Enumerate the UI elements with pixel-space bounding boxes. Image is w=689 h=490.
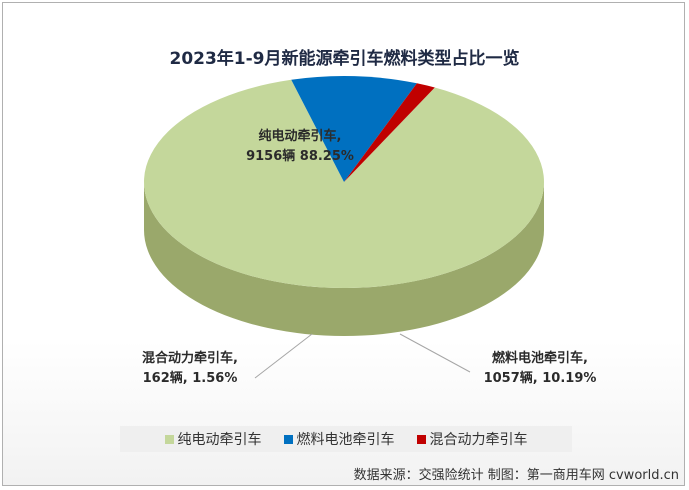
slice-label: 162辆, 1.56% <box>143 370 238 386</box>
legend: 纯电动牵引车 燃料电池牵引车 混合动力牵引车 <box>120 426 572 452</box>
chart-title: 2023年1-9月新能源牵引车燃料类型占比一览 <box>169 49 520 69</box>
legend-label: 纯电动牵引车 <box>177 432 262 448</box>
slice-label: 纯电动牵引车, <box>259 128 342 144</box>
legend-label: 燃料电池牵引车 <box>296 432 395 448</box>
pie-slice-side <box>144 182 544 336</box>
legend-item: 纯电动牵引车 <box>164 429 262 449</box>
legend-swatch <box>164 434 174 444</box>
slice-label: 混合动力牵引车, <box>142 350 238 366</box>
leader-line <box>254 333 313 379</box>
pie-slice <box>344 83 435 182</box>
slice-label: 1057辆, 10.19% <box>484 370 597 386</box>
pie-slice <box>291 76 417 182</box>
legend-swatch <box>416 434 426 444</box>
legend-item: 燃料电池牵引车 <box>283 429 395 449</box>
pie-slice <box>143 79 544 288</box>
source-note: 数据来源：交强险统计 制图：第一商用车网 cvworld.cn <box>353 468 679 483</box>
leader-line <box>399 333 471 373</box>
legend-label: 混合动力牵引车 <box>429 432 528 448</box>
legend-swatch <box>283 434 293 444</box>
slice-label: 9156辆 88.25% <box>246 148 354 164</box>
slice-label: 燃料电池牵引车, <box>492 350 588 366</box>
legend-item: 混合动力牵引车 <box>416 429 528 449</box>
